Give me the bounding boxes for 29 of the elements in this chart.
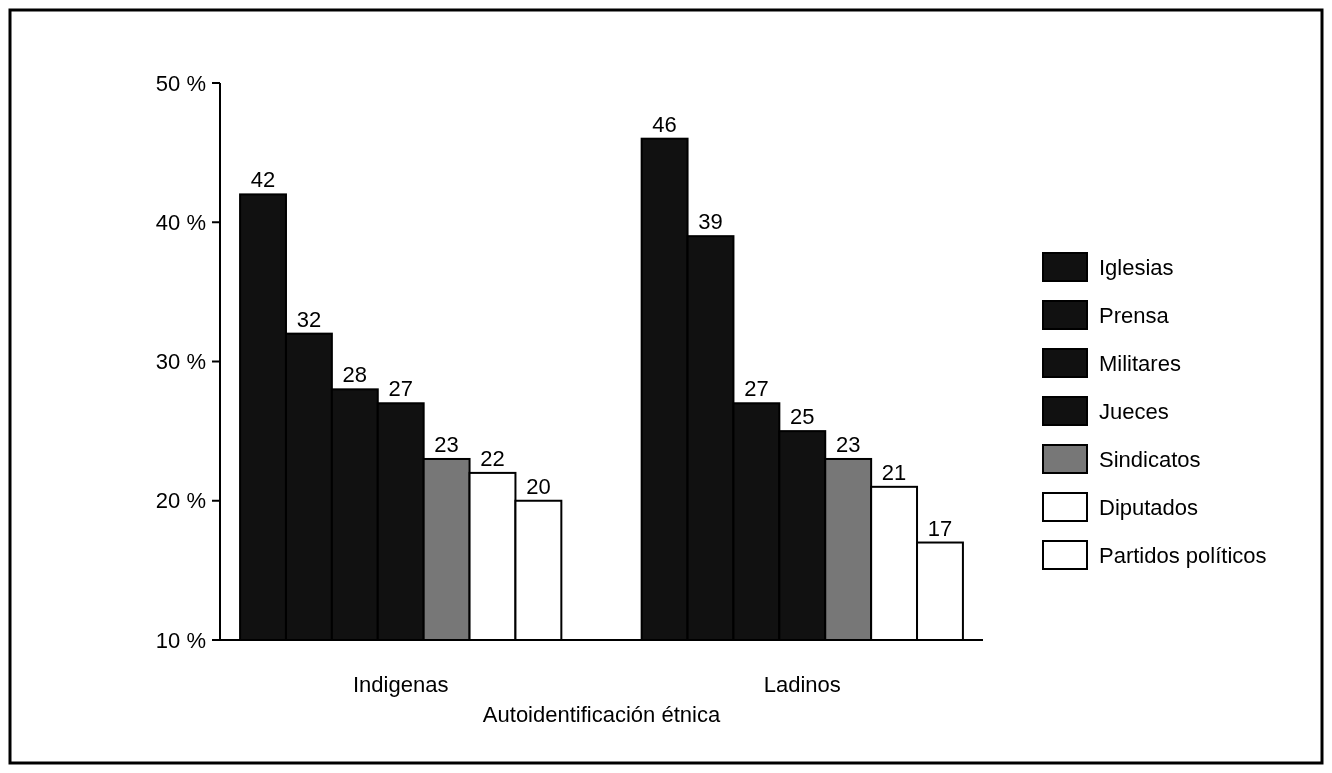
y-tick-label: 40 % bbox=[155, 209, 206, 235]
data-label: 17 bbox=[927, 515, 953, 541]
legend-label: Partidos políticos bbox=[1099, 542, 1267, 568]
legend-label: Jueces bbox=[1099, 398, 1169, 424]
y-tick-label: 50 % bbox=[155, 70, 206, 96]
legend-label: Diputados bbox=[1099, 494, 1199, 520]
x-tick-label: Ladinos bbox=[763, 672, 841, 697]
data-label: 25 bbox=[790, 404, 815, 430]
data-label: 32 bbox=[296, 306, 322, 332]
data-label: 23 bbox=[835, 431, 861, 457]
y-tick-label: 20 % bbox=[155, 488, 206, 514]
legend-label: Iglesias bbox=[1099, 254, 1174, 280]
data-label: 27 bbox=[744, 376, 769, 402]
y-tick-label: 10 % bbox=[155, 627, 206, 653]
x-axis-title: Autoidentificación étnica bbox=[482, 702, 721, 727]
data-label: 46 bbox=[652, 111, 677, 137]
data-label: 23 bbox=[434, 431, 459, 457]
x-tick-label: Indigenas bbox=[353, 672, 449, 697]
data-label: 28 bbox=[342, 362, 368, 388]
data-label: 27 bbox=[388, 376, 413, 402]
y-tick-label: 30 % bbox=[155, 349, 206, 375]
legend-label: Prensa bbox=[1099, 302, 1170, 328]
legend-label: Sindicatos bbox=[1099, 446, 1201, 472]
data-label: 22 bbox=[480, 445, 505, 471]
legend-label: Militares bbox=[1099, 350, 1181, 376]
data-label: 39 bbox=[698, 209, 723, 235]
data-label: 20 bbox=[526, 473, 551, 499]
data-label: 42 bbox=[250, 167, 276, 193]
data-label: 21 bbox=[881, 459, 907, 485]
